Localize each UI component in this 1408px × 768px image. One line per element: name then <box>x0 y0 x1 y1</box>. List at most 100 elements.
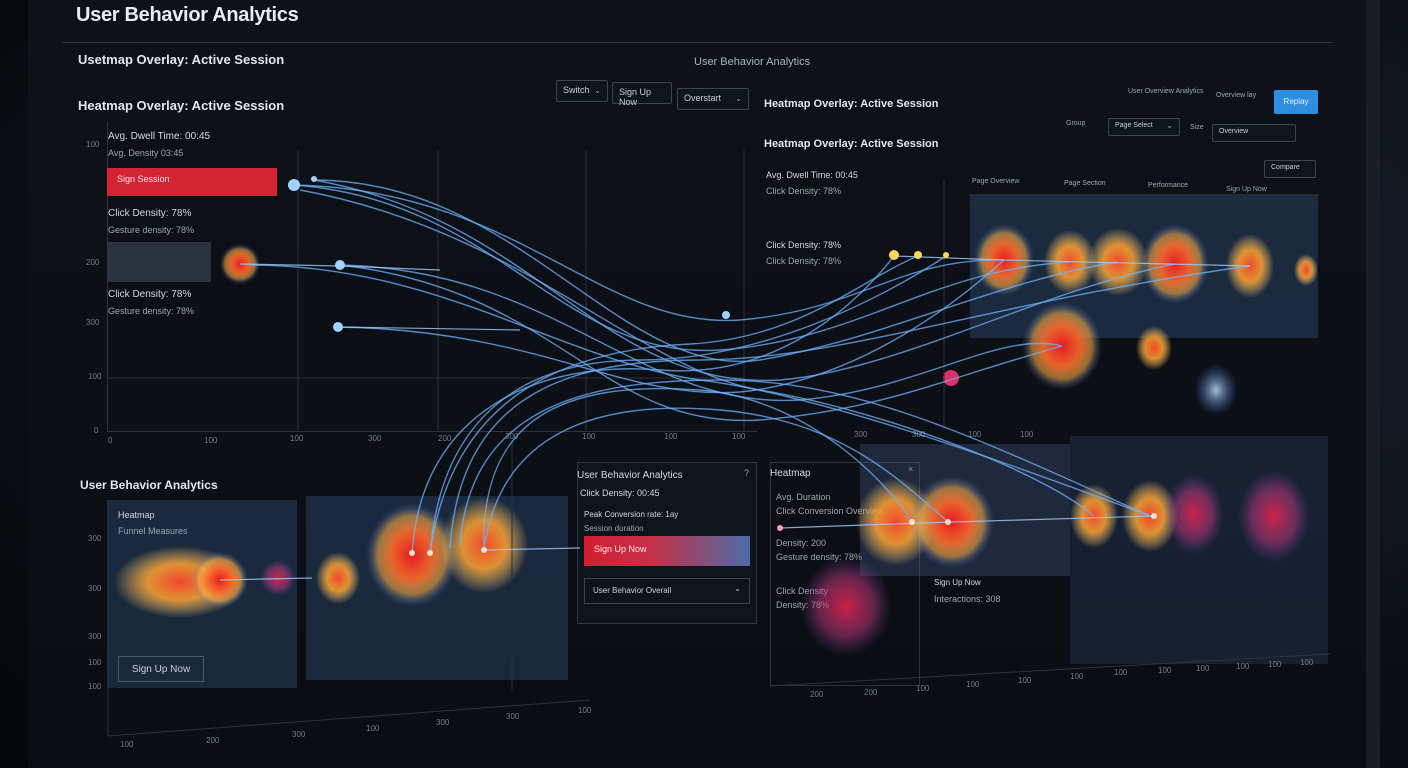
x-tick: 100 <box>582 432 596 441</box>
heat-spot <box>1194 364 1238 416</box>
click-density-stat-1: Click Density: 78% <box>108 208 192 219</box>
flow-node[interactable] <box>288 179 300 191</box>
x-tick: 0 <box>108 436 113 445</box>
chevron-down-icon: ⌄ <box>1166 121 1173 130</box>
page-select-dropdown[interactable]: Page Select ⌄ <box>1108 118 1180 136</box>
connector-lines <box>219 255 1251 581</box>
heat-spot <box>1164 474 1224 554</box>
help-icon[interactable]: ? <box>744 468 750 478</box>
click-conversion-label: Click Conversion Overview <box>776 506 884 516</box>
heat-spots-bottom-right <box>800 470 1310 656</box>
overview-filter-dropdown[interactable]: Overview <box>1212 124 1296 142</box>
x-tick: 200 <box>810 690 824 699</box>
flow-path <box>337 259 1005 394</box>
heat-spot <box>800 556 892 656</box>
flow-node[interactable] <box>333 322 343 332</box>
bottom-right-heading: Heatmap <box>770 468 811 479</box>
flow-path <box>313 179 1119 363</box>
filter-size-label: Size <box>1190 124 1204 131</box>
heatmap-side-card <box>770 462 920 686</box>
y-tick: 300 <box>86 318 100 327</box>
x-tick: 100 <box>204 436 218 445</box>
heatmap-heading-left: Heatmap Overlay: Active Session <box>78 98 285 113</box>
flow-node[interactable] <box>889 250 899 260</box>
heat-spot <box>943 370 959 386</box>
x-tick: 300 <box>436 718 450 727</box>
x-tick: 300 <box>368 434 382 443</box>
x-tick: 100 <box>1236 662 1250 671</box>
column-label: Sign Up Now <box>1226 186 1267 193</box>
flow-node[interactable] <box>945 519 951 525</box>
flow-nodes <box>288 176 1157 556</box>
right-click-density: Click Density: 78% <box>766 240 842 250</box>
sign-session-button[interactable]: Sign Session <box>107 168 277 196</box>
x-tick: 300 <box>505 432 519 441</box>
popup-signup-button[interactable]: Sign Up Now <box>584 536 750 566</box>
switch-dropdown[interactable]: Switch ⌄ <box>556 80 608 102</box>
flow-path <box>483 387 913 551</box>
app-title: User Behavior Analytics <box>76 4 299 26</box>
flow-node[interactable] <box>1151 513 1157 519</box>
flow-path <box>339 264 1063 422</box>
flow-node[interactable] <box>943 252 949 258</box>
flow-path <box>293 184 1005 322</box>
x-tick: 200 <box>864 688 878 697</box>
flow-node[interactable] <box>914 251 922 259</box>
heat-spot <box>316 552 360 604</box>
flow-node[interactable] <box>427 550 433 556</box>
heat-spot <box>1294 254 1318 286</box>
flow-path <box>429 255 947 556</box>
page-select-label: Page Select <box>1115 122 1153 129</box>
flow-node[interactable] <box>409 550 415 556</box>
y-tick: 300 <box>88 632 102 641</box>
x-tick: 100 <box>1268 660 1282 669</box>
center-title: User Behavior Analytics <box>694 56 811 68</box>
funnel-measures-label: Funnel Measures <box>118 526 188 536</box>
x-tick: 100 <box>290 434 304 443</box>
interactions-label: Interactions: 308 <box>934 594 1001 604</box>
right-avg-dwell: Avg. Dwell Time: 00:45 <box>766 170 858 180</box>
flow-node[interactable] <box>481 547 487 553</box>
heatmap-block-title: Heatmap <box>118 510 155 520</box>
compare-button[interactable]: Compare <box>1264 160 1316 178</box>
user-flow-paths <box>249 179 1251 556</box>
right-density: Click Density: 78% <box>766 186 842 196</box>
flow-node[interactable] <box>311 176 317 182</box>
chevron-down-icon: ⌄ <box>734 584 741 593</box>
flow-node[interactable] <box>777 525 783 531</box>
popup-session-duration: Session duration <box>584 524 644 533</box>
y-tick: 100 <box>88 658 102 667</box>
signup-bottom-button[interactable]: Sign Up Now <box>118 656 204 682</box>
flow-node[interactable] <box>909 519 915 525</box>
flow-path <box>339 264 1063 402</box>
y-tick: 300 <box>88 584 102 593</box>
click-density-label: Click Density <box>776 586 829 596</box>
overstart-dropdown-label: Overstart <box>684 93 722 103</box>
signup-toolbar-button[interactable]: Sign Up Now <box>612 82 672 107</box>
x-tick: 100 <box>120 740 134 749</box>
flow-node[interactable] <box>722 311 730 319</box>
flow-path <box>449 265 1251 549</box>
y-tick: 100 <box>86 140 100 149</box>
close-icon[interactable]: × <box>908 464 914 474</box>
switch-dropdown-label: Switch <box>563 85 590 95</box>
density-200-label: Density: 200 <box>776 538 827 548</box>
column-label: Page Overview <box>972 178 1020 185</box>
overstart-dropdown[interactable]: Overstart ⌄ <box>677 88 749 110</box>
popup-title: User Behavior Analytics <box>577 470 683 481</box>
x-tick: 100 <box>968 430 982 439</box>
flow-node[interactable] <box>335 260 345 270</box>
avg-dwell-stat: Avg. Dwell Time: 00:45 <box>108 131 211 142</box>
heat-spot <box>1238 470 1310 562</box>
x-tick: 100 <box>966 680 980 689</box>
behavior-select-label: User Behavior Overall <box>593 586 672 595</box>
chevron-down-icon: ⌄ <box>735 94 742 103</box>
replay-button[interactable]: Replay <box>1274 90 1318 114</box>
flow-path <box>313 179 1176 382</box>
right-click-density-sub: Click Density: 78% <box>766 256 842 266</box>
x-tick: 100 <box>1158 666 1172 675</box>
behavior-select[interactable]: User Behavior Overall ⌄ <box>584 578 750 604</box>
user-overview-label: User Overview Analytics <box>1128 88 1204 95</box>
avg-duration-label: Avg. Duration <box>776 492 831 502</box>
